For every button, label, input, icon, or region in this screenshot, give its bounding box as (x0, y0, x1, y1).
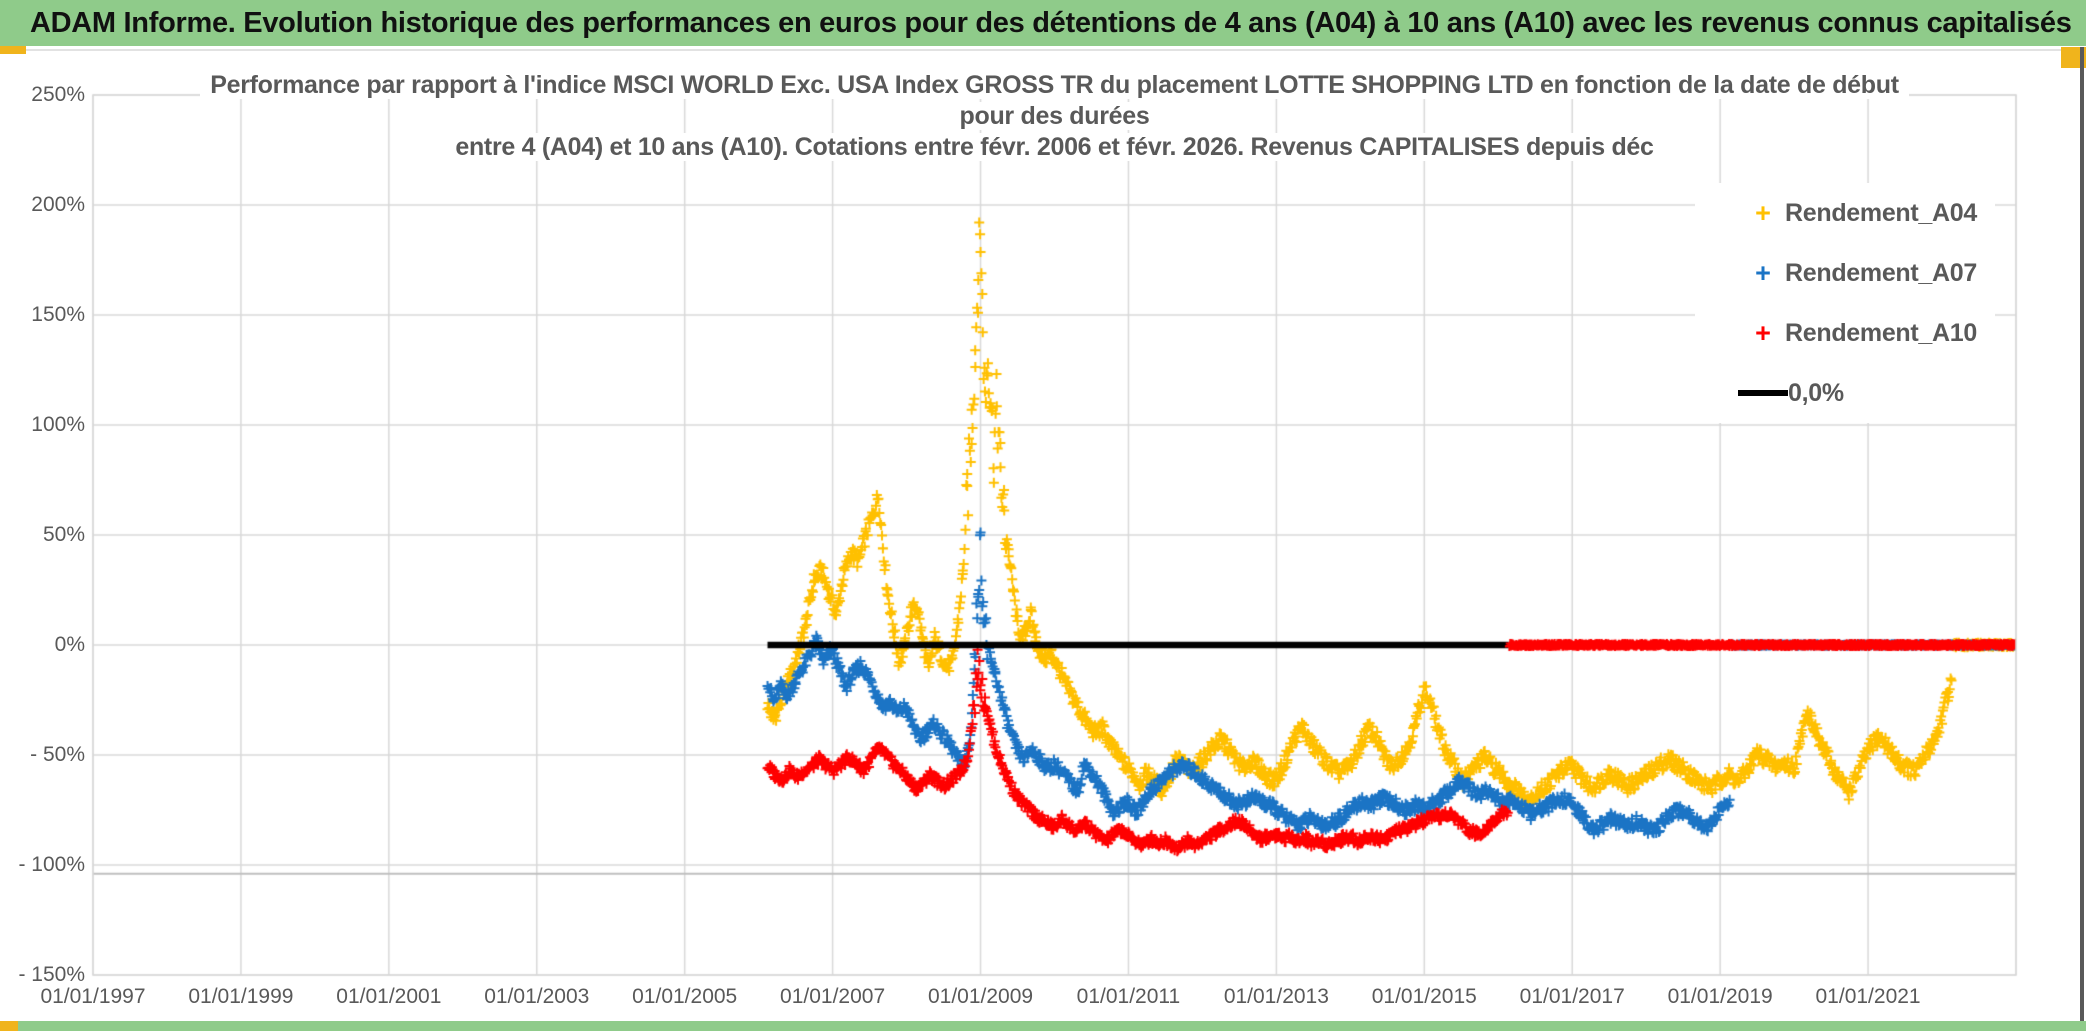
legend-label: Rendement_A07 (1785, 258, 1977, 287)
x-tick-label: 01/01/2005 (632, 985, 738, 1008)
page-right-border (2080, 47, 2084, 1031)
x-tick-label: 01/01/2003 (484, 985, 590, 1008)
chart-legend: + Rendement_A04 + Rendement_A07 + Rendem… (1695, 183, 1995, 423)
chart-title: Performance par rapport à l'indice MSCI … (93, 70, 2016, 163)
y-tick-label: 150% (31, 303, 85, 326)
chart-title-line3: entre 4 (A04) et 10 ans (A10). Cotations… (93, 132, 2016, 163)
chart-title-line1: Performance par rapport à l'indice MSCI … (93, 70, 2016, 101)
zero-line-icon (1738, 390, 1788, 396)
gold-accent-top-left (0, 46, 26, 54)
x-tick-label: 01/01/2001 (336, 985, 442, 1008)
y-tick-label: 200% (31, 193, 85, 216)
x-tick-label: 01/01/2013 (1223, 985, 1329, 1008)
banner-title: ADAM Informe. Evolution historique des p… (30, 6, 2072, 39)
y-tick-label: 0% (54, 633, 85, 656)
y-tick-label: 50% (42, 523, 85, 546)
x-tick-label: 01/01/2017 (1519, 985, 1625, 1008)
y-tick-label: - 100% (18, 853, 85, 876)
x-tick-label: 01/01/1997 (40, 985, 146, 1008)
page-bottom-bar (0, 1021, 2086, 1031)
legend-label: 0,0% (1788, 378, 1844, 407)
legend-label: Rendement_A10 (1785, 318, 1977, 347)
x-tick-label: 01/01/2011 (1076, 985, 1181, 1008)
x-tick-label: 01/01/2015 (1371, 985, 1477, 1008)
legend-item-a07: + Rendement_A07 (1695, 243, 1995, 303)
y-tick-label: 250% (31, 83, 85, 106)
x-tick-label: 01/01/2009 (927, 985, 1034, 1008)
plus-marker-icon: + (1755, 257, 1771, 288)
legend-label: Rendement_A04 (1785, 198, 1977, 227)
legend-item-a10: + Rendement_A10 (1695, 303, 1995, 363)
x-tick-label: 01/01/2021 (1815, 985, 1921, 1008)
plus-marker-icon: + (1755, 317, 1771, 348)
legend-item-a04: + Rendement_A04 (1695, 183, 1995, 243)
header-banner: ADAM Informe. Evolution historique des p… (0, 0, 2086, 46)
x-tick-label: 01/01/2019 (1667, 985, 1773, 1008)
x-tick-label: 01/01/2007 (780, 985, 886, 1008)
banner-underline (0, 49, 2086, 51)
plus-marker-icon: + (1755, 197, 1771, 228)
gold-accent-top-right (2061, 47, 2086, 68)
gold-accent-bottom-left (0, 1021, 18, 1031)
y-tick-label: 100% (31, 413, 85, 436)
y-tick-label: - 50% (30, 743, 85, 766)
legend-item-zero-line: 0,0% (1695, 363, 1995, 423)
chart-title-line2: pour des durées (93, 101, 2016, 132)
y-tick-label: - 150% (18, 963, 85, 986)
x-tick-label: 01/01/1999 (188, 985, 294, 1008)
